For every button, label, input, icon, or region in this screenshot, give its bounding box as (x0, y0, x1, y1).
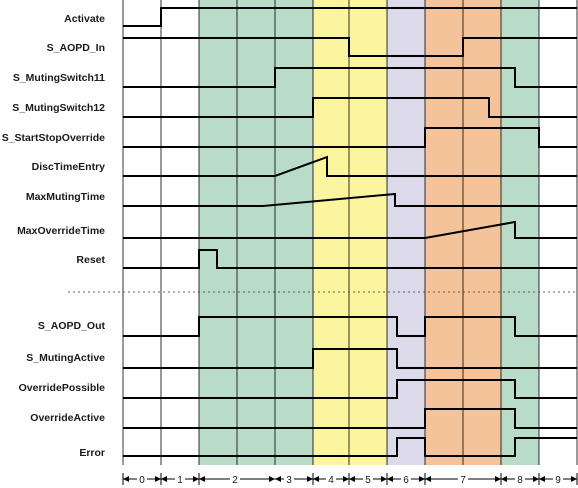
step-label-1: 1 (177, 475, 183, 486)
waveform-s-mutingswitch12 (123, 97, 577, 118)
step-label-7: 7 (460, 475, 466, 486)
step-label-6: 6 (403, 475, 409, 486)
waveform-maxmutingtime (123, 192, 577, 207)
step-label-3: 3 (286, 475, 292, 486)
phase-band-muting-2 (501, 0, 539, 465)
waveform-reset (123, 249, 577, 269)
signal-label-activate: Activate (64, 13, 105, 25)
waveform-s-aopd-in (123, 37, 577, 57)
signal-label-s-mutingswitch11: S_MutingSwitch11 (13, 72, 105, 84)
waveform-maxoverridetime (123, 220, 577, 239)
signal-label-s-startstopoverride: S_StartStopOverride (2, 132, 105, 144)
signal-label-error: Error (79, 447, 105, 459)
waveform-activate (123, 7, 577, 27)
step-label-0: 0 (139, 475, 145, 486)
signal-label-disctimeentry: DiscTimeEntry (32, 161, 105, 173)
waveform-disctimeentry (123, 155, 577, 177)
step-label-8: 8 (517, 475, 523, 486)
signal-label-overrideactive: OverrideActive (30, 412, 105, 424)
waveform-s-aopd-out (123, 316, 577, 337)
phase-band-muting-1 (199, 0, 313, 465)
waveform-s-mutingswitch11 (123, 67, 577, 88)
step-label-2: 2 (232, 475, 238, 486)
signal-label-s-mutingswitch12: S_MutingSwitch12 (12, 102, 105, 114)
step-label-9: 9 (555, 475, 561, 486)
waveform-s-startstopoverride (123, 127, 577, 148)
waveform-s-mutingactive (123, 348, 577, 369)
waveform-overrideactive (123, 408, 577, 429)
signal-label-s-aopd-out: S_AOPD_Out (38, 320, 106, 332)
phase-band-lavender (387, 0, 425, 465)
signal-label-overridepossible: OverridePossible (19, 382, 106, 394)
step-labels: 0 1 2 3 4 5 6 7 8 9 (139, 475, 561, 486)
step-label-backgrounds (137, 472, 563, 485)
waveforms (123, 7, 577, 457)
signal-label-s-aopd-in: S_AOPD_In (47, 42, 105, 54)
vertical-grid (122, 0, 578, 465)
step-label-4: 4 (328, 475, 334, 486)
signal-label-maxoverridetime: MaxOverrideTime (17, 225, 105, 237)
phase-band-yellow (313, 0, 387, 465)
phase-bands (199, 0, 539, 465)
waveform-error (123, 437, 577, 457)
step-arrowheads (123, 476, 577, 482)
step-label-5: 5 (365, 475, 371, 486)
signal-label-s-mutingactive: S_MutingActive (26, 352, 105, 364)
signal-labels: Activate S_AOPD_In S_MutingSwitch11 S_Mu… (2, 13, 106, 459)
step-axis (122, 472, 578, 485)
signal-label-maxmutingtime: MaxMutingTime (26, 191, 105, 203)
signal-label-reset: Reset (76, 254, 105, 266)
waveform-overridepossible (123, 379, 577, 399)
